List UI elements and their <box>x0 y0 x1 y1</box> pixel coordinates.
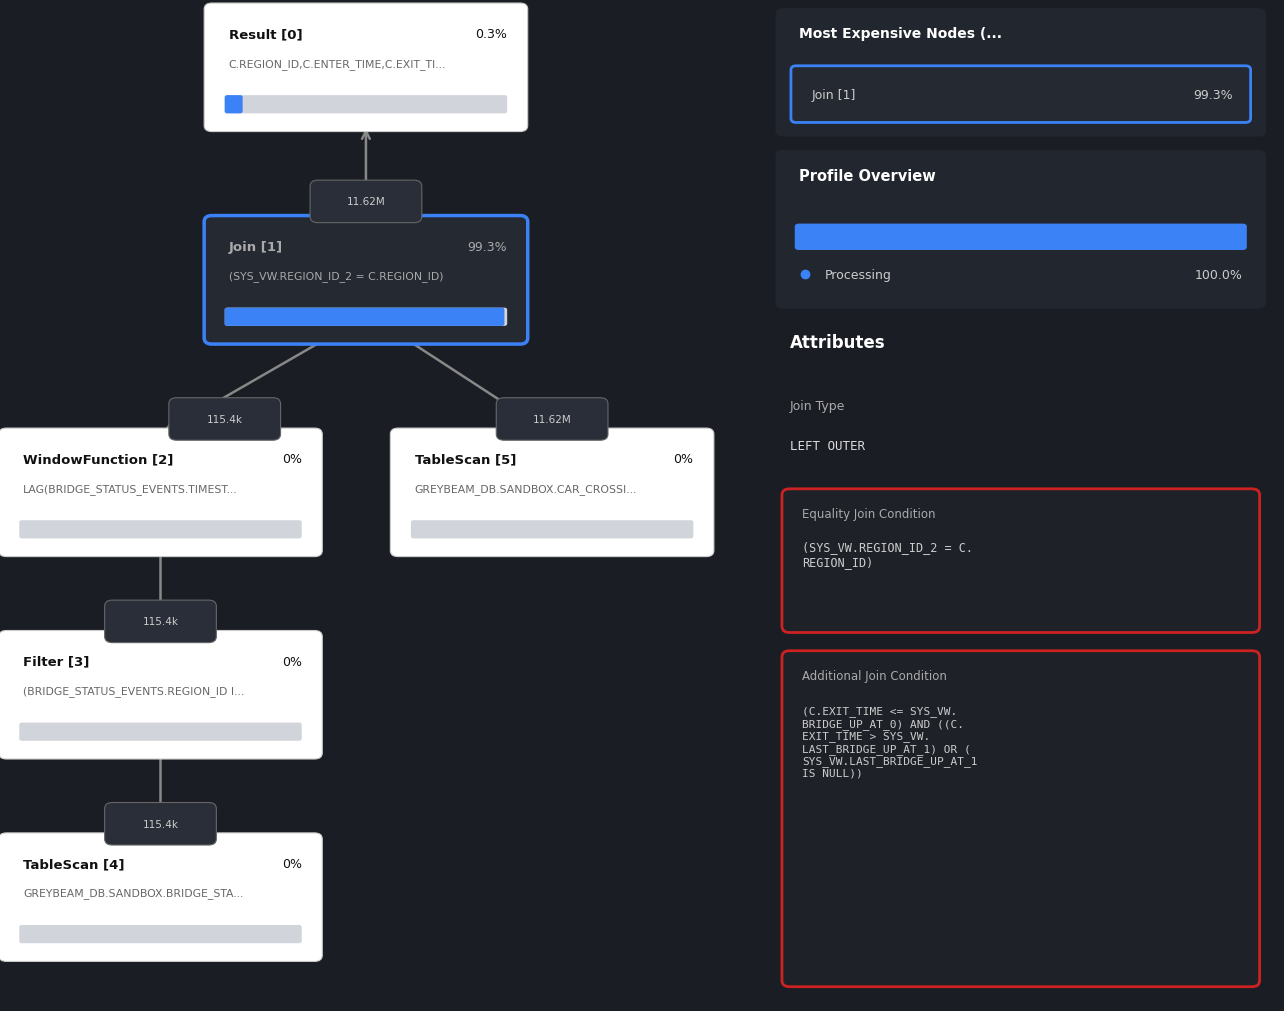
FancyBboxPatch shape <box>782 489 1260 633</box>
FancyBboxPatch shape <box>496 398 609 441</box>
Text: 0%: 0% <box>281 655 302 668</box>
Text: GREYBEAM_DB.SANDBOX.BRIDGE_STA...: GREYBEAM_DB.SANDBOX.BRIDGE_STA... <box>23 888 244 899</box>
Text: 115.4k: 115.4k <box>207 415 243 425</box>
FancyBboxPatch shape <box>225 96 243 114</box>
Text: 0%: 0% <box>673 453 693 466</box>
FancyBboxPatch shape <box>795 224 1247 251</box>
Text: 11.62M: 11.62M <box>533 415 571 425</box>
Text: 11.62M: 11.62M <box>347 197 385 207</box>
FancyBboxPatch shape <box>168 398 280 441</box>
FancyBboxPatch shape <box>309 181 421 223</box>
FancyBboxPatch shape <box>19 521 302 539</box>
FancyBboxPatch shape <box>225 96 507 114</box>
Text: (C.EXIT_TIME <= SYS_VW.
BRIDGE_UP_AT_0) AND ((C.
EXIT_TIME > SYS_VW.
LAST_BRIDGE: (C.EXIT_TIME <= SYS_VW. BRIDGE_UP_AT_0) … <box>802 706 978 778</box>
FancyBboxPatch shape <box>104 803 216 845</box>
Text: LAG(BRIDGE_STATUS_EVENTS.TIMEST...: LAG(BRIDGE_STATUS_EVENTS.TIMEST... <box>23 483 238 494</box>
Text: (BRIDGE_STATUS_EVENTS.REGION_ID I...: (BRIDGE_STATUS_EVENTS.REGION_ID I... <box>23 685 244 697</box>
Text: Result [0]: Result [0] <box>229 28 302 41</box>
FancyBboxPatch shape <box>776 151 1266 309</box>
Text: Filter [3]: Filter [3] <box>23 655 90 668</box>
Text: Additional Join Condition: Additional Join Condition <box>802 669 948 682</box>
Text: 0%: 0% <box>281 857 302 870</box>
Text: TableScan [4]: TableScan [4] <box>23 857 125 870</box>
Text: 99.3%: 99.3% <box>467 241 507 254</box>
Text: 100.0%: 100.0% <box>1195 269 1243 281</box>
Text: 115.4k: 115.4k <box>143 819 178 829</box>
Text: (SYS_VW.REGION_ID_2 = C.
REGION_ID): (SYS_VW.REGION_ID_2 = C. REGION_ID) <box>802 541 973 569</box>
FancyBboxPatch shape <box>0 429 322 557</box>
Text: (SYS_VW.REGION_ID_2 = C.REGION_ID): (SYS_VW.REGION_ID_2 = C.REGION_ID) <box>229 271 443 282</box>
Text: GREYBEAM_DB.SANDBOX.CAR_CROSSI...: GREYBEAM_DB.SANDBOX.CAR_CROSSI... <box>415 483 637 494</box>
Text: Join Type: Join Type <box>790 399 845 412</box>
Text: 0.3%: 0.3% <box>475 28 507 41</box>
FancyBboxPatch shape <box>0 833 322 961</box>
Text: Processing: Processing <box>824 269 891 281</box>
Text: Attributes: Attributes <box>790 334 885 352</box>
FancyBboxPatch shape <box>791 67 1251 123</box>
Text: Profile Overview: Profile Overview <box>799 169 936 184</box>
FancyBboxPatch shape <box>204 216 528 345</box>
Text: Most Expensive Nodes (...: Most Expensive Nodes (... <box>799 27 1002 41</box>
FancyBboxPatch shape <box>104 601 216 643</box>
Text: Join [1]: Join [1] <box>811 89 856 101</box>
FancyBboxPatch shape <box>19 723 302 741</box>
FancyBboxPatch shape <box>782 651 1260 987</box>
FancyBboxPatch shape <box>411 521 693 539</box>
FancyBboxPatch shape <box>776 9 1266 137</box>
FancyBboxPatch shape <box>204 4 528 132</box>
Text: WindowFunction [2]: WindowFunction [2] <box>23 453 173 466</box>
FancyBboxPatch shape <box>390 429 714 557</box>
FancyBboxPatch shape <box>0 631 322 759</box>
Text: 99.3%: 99.3% <box>1193 89 1233 101</box>
Text: C.REGION_ID,C.ENTER_TIME,C.EXIT_TI...: C.REGION_ID,C.ENTER_TIME,C.EXIT_TI... <box>229 59 446 70</box>
Text: Equality Join Condition: Equality Join Condition <box>802 508 936 521</box>
Text: LEFT OUTER: LEFT OUTER <box>790 440 864 453</box>
FancyBboxPatch shape <box>795 224 1247 251</box>
Text: 0%: 0% <box>281 453 302 466</box>
FancyBboxPatch shape <box>225 308 507 327</box>
FancyBboxPatch shape <box>225 308 505 327</box>
Text: TableScan [5]: TableScan [5] <box>415 453 516 466</box>
Text: Join [1]: Join [1] <box>229 241 282 254</box>
FancyBboxPatch shape <box>19 925 302 943</box>
Text: 115.4k: 115.4k <box>143 617 178 627</box>
